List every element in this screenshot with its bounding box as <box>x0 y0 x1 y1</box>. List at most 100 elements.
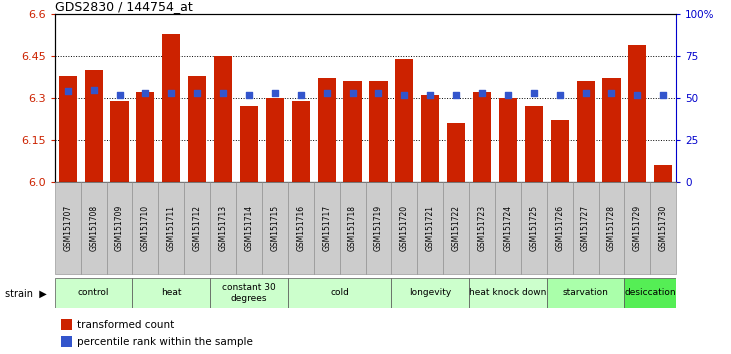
Text: GSM151710: GSM151710 <box>141 205 150 251</box>
Point <box>398 92 410 97</box>
Bar <box>266 98 284 182</box>
Bar <box>132 278 211 308</box>
Text: GDS2830 / 144754_at: GDS2830 / 144754_at <box>55 0 192 13</box>
Bar <box>572 182 599 274</box>
Bar <box>85 70 103 182</box>
Text: longevity: longevity <box>409 289 451 297</box>
Bar <box>58 75 77 182</box>
Bar <box>391 182 417 274</box>
Bar <box>132 182 159 274</box>
Bar <box>184 182 211 274</box>
Text: GSM151727: GSM151727 <box>581 205 590 251</box>
Text: GSM151713: GSM151713 <box>219 205 227 251</box>
Point <box>114 92 126 97</box>
Bar <box>344 81 362 182</box>
Point <box>632 92 643 97</box>
Bar <box>110 101 129 182</box>
Point <box>269 90 281 96</box>
Bar <box>55 278 132 308</box>
Text: starvation: starvation <box>563 289 608 297</box>
Bar <box>547 278 624 308</box>
Point <box>217 90 229 96</box>
Bar <box>391 278 469 308</box>
Bar <box>599 182 624 274</box>
Text: percentile rank within the sample: percentile rank within the sample <box>77 337 252 347</box>
Text: GSM151715: GSM151715 <box>270 205 279 251</box>
Point <box>554 92 566 97</box>
Bar <box>395 59 414 182</box>
Text: GSM151712: GSM151712 <box>193 205 202 251</box>
Text: GSM151717: GSM151717 <box>322 205 331 251</box>
Bar <box>288 278 391 308</box>
Text: control: control <box>78 289 110 297</box>
Text: GSM151729: GSM151729 <box>633 205 642 251</box>
Text: GSM151723: GSM151723 <box>477 205 487 251</box>
Bar <box>288 182 314 274</box>
Point <box>605 90 617 96</box>
Bar <box>417 182 443 274</box>
Text: GSM151711: GSM151711 <box>167 205 176 251</box>
Bar <box>107 182 132 274</box>
Bar <box>188 75 206 182</box>
Bar <box>654 165 673 182</box>
Bar <box>447 123 465 182</box>
Text: heat: heat <box>161 289 181 297</box>
Bar <box>159 182 184 274</box>
Bar <box>469 182 495 274</box>
Bar <box>292 101 310 182</box>
Bar <box>443 182 469 274</box>
Bar <box>495 182 520 274</box>
Point <box>580 90 591 96</box>
Text: GSM151725: GSM151725 <box>529 205 538 251</box>
Point <box>62 88 74 94</box>
Bar <box>624 278 676 308</box>
Bar <box>499 98 517 182</box>
Bar <box>624 182 651 274</box>
Bar <box>314 182 340 274</box>
Bar <box>61 319 72 330</box>
Text: GSM151718: GSM151718 <box>348 205 357 251</box>
Point <box>346 90 358 96</box>
Text: GSM151720: GSM151720 <box>400 205 409 251</box>
Bar <box>651 182 676 274</box>
Text: GSM151719: GSM151719 <box>374 205 383 251</box>
Text: GSM151722: GSM151722 <box>452 205 461 251</box>
Text: GSM151716: GSM151716 <box>296 205 306 251</box>
Bar <box>211 182 236 274</box>
Bar <box>340 182 366 274</box>
Text: cold: cold <box>330 289 349 297</box>
Bar <box>214 56 232 182</box>
Bar <box>469 278 547 308</box>
Point <box>140 90 151 96</box>
Text: transformed count: transformed count <box>77 320 174 330</box>
Bar <box>240 106 258 182</box>
Bar <box>369 81 387 182</box>
Text: GSM151714: GSM151714 <box>244 205 254 251</box>
Text: GSM151709: GSM151709 <box>115 205 124 251</box>
Text: constant 30
degrees: constant 30 degrees <box>222 283 276 303</box>
Point <box>528 90 539 96</box>
Bar <box>61 336 72 347</box>
Bar <box>628 45 646 182</box>
Point <box>373 90 385 96</box>
Point <box>450 92 462 97</box>
Bar <box>547 182 572 274</box>
Point <box>243 92 255 97</box>
Point <box>321 90 333 96</box>
Point <box>192 90 203 96</box>
Point <box>165 90 177 96</box>
Bar <box>525 106 543 182</box>
Text: GSM151724: GSM151724 <box>504 205 512 251</box>
Point <box>502 92 514 97</box>
Text: GSM151721: GSM151721 <box>425 205 435 251</box>
Text: GSM151730: GSM151730 <box>659 205 667 251</box>
Point <box>657 92 669 97</box>
Bar <box>602 78 621 182</box>
Point <box>295 92 306 97</box>
Text: GSM151728: GSM151728 <box>607 205 616 251</box>
Text: GSM151726: GSM151726 <box>555 205 564 251</box>
Text: GSM151707: GSM151707 <box>64 205 72 251</box>
Text: strain  ▶: strain ▶ <box>6 289 48 299</box>
Bar <box>211 278 288 308</box>
Bar <box>55 182 80 274</box>
